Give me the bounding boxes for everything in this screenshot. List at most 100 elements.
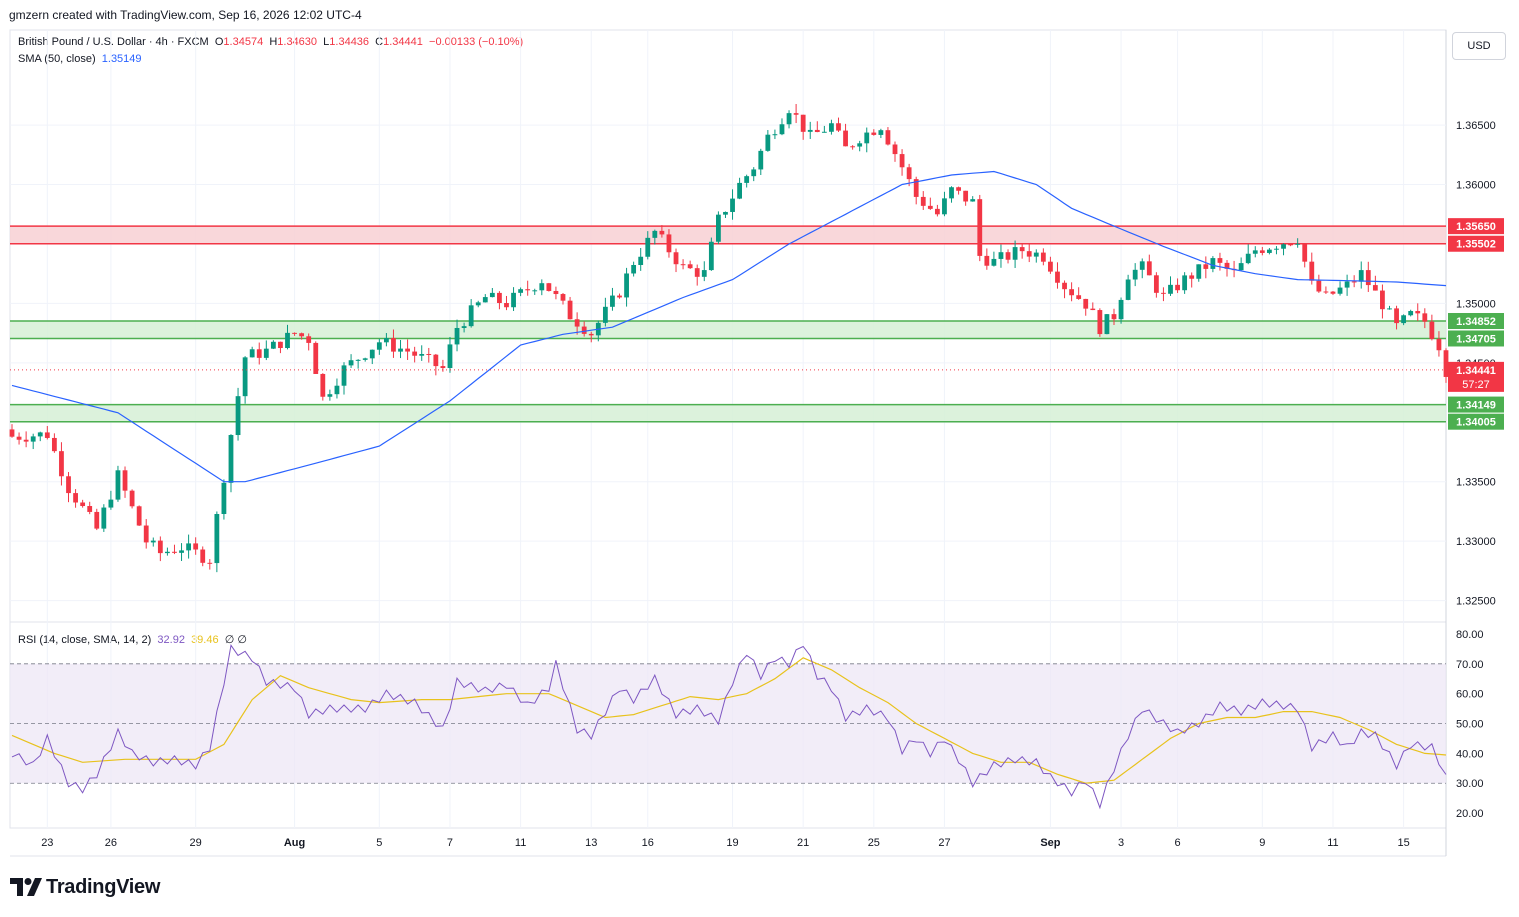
- candle-body: [892, 144, 898, 155]
- time-tick-label: 21: [797, 837, 809, 849]
- candle-body: [1231, 268, 1237, 271]
- candle-body: [638, 256, 644, 266]
- candle-body: [1274, 248, 1279, 250]
- candle-body: [299, 333, 305, 337]
- zone-price-tag: [1448, 396, 1504, 413]
- zone-support: [10, 321, 1446, 339]
- candle-body: [1422, 313, 1428, 322]
- time-tick-label: 3: [1118, 837, 1124, 849]
- candle-body: [730, 198, 735, 212]
- rsi-value: 32.92: [157, 634, 185, 646]
- candle-body: [857, 143, 863, 147]
- candle-body: [645, 237, 651, 257]
- rsi-tick-label: 40.00: [1456, 748, 1484, 760]
- candle-body: [391, 338, 396, 352]
- time-tick-label: Aug: [284, 837, 305, 849]
- candle-body: [1132, 269, 1138, 280]
- candle-body: [440, 366, 446, 369]
- candle-body: [899, 154, 905, 168]
- tradingview-brand[interactable]: TradingView: [10, 875, 160, 899]
- price-pane-frame: [9, 29, 1447, 623]
- candle-body: [405, 348, 410, 352]
- sma-legend[interactable]: SMA (50, close) 1.35149: [18, 53, 142, 65]
- candle-body: [610, 295, 615, 307]
- candle-body: [1358, 270, 1364, 282]
- candle-body: [87, 506, 93, 512]
- candle-body: [595, 322, 601, 336]
- candle-body: [1189, 275, 1195, 279]
- time-tick-label: 23: [41, 837, 53, 849]
- candle-body: [101, 507, 107, 529]
- candle-body: [136, 506, 142, 526]
- candle-body: [468, 305, 474, 327]
- candle-body: [9, 429, 15, 437]
- time-tick-label: 15: [1397, 837, 1409, 849]
- candle-body: [23, 439, 29, 442]
- candle-body: [1040, 252, 1046, 262]
- candle-body: [624, 273, 629, 298]
- candle-body: [906, 167, 912, 180]
- rsi-sma-line: [11, 657, 1447, 784]
- candle-body: [1168, 284, 1173, 294]
- candle-body: [1408, 311, 1414, 316]
- price-tick-label: 1.34000: [1456, 417, 1496, 429]
- candle-body: [821, 131, 827, 133]
- candle-body: [1323, 291, 1329, 293]
- candle-body: [1217, 258, 1223, 263]
- currency-button[interactable]: USD: [1452, 32, 1506, 60]
- candle-body: [1380, 290, 1385, 310]
- candle-body: [115, 470, 121, 500]
- candle-body: [30, 436, 36, 442]
- candle-body: [1196, 264, 1202, 279]
- candle-body: [920, 196, 926, 206]
- close-value: 1.34441: [383, 36, 423, 48]
- candle-body: [1005, 252, 1011, 260]
- candle-body: [433, 354, 439, 367]
- candle-body: [1238, 263, 1244, 271]
- candle-body: [687, 264, 693, 269]
- candle-body: [567, 300, 573, 320]
- candle-body: [1111, 314, 1117, 320]
- candle-body: [1175, 284, 1180, 291]
- candle-body: [1443, 350, 1449, 377]
- candle-body: [94, 511, 100, 529]
- symbol-legend[interactable]: British Pound / U.S. Dollar · 4h · FXCM …: [18, 36, 523, 48]
- candle-body: [1203, 264, 1209, 269]
- candle-body: [1344, 281, 1350, 288]
- candle-body: [977, 199, 983, 256]
- time-tick-label: 27: [938, 837, 950, 849]
- price-tick-label: 1.36000: [1456, 180, 1496, 192]
- candle-body: [1330, 291, 1336, 294]
- candle-body: [369, 349, 375, 359]
- candle-body: [970, 199, 976, 202]
- candle-body: [666, 234, 672, 253]
- rsi-legend[interactable]: RSI (14, close, SMA, 14, 2) 32.92 39.46 …: [18, 633, 247, 646]
- candle-body: [207, 562, 213, 564]
- candle-body: [73, 493, 78, 503]
- candle-body: [1104, 314, 1110, 335]
- price-tick-label: 1.34500: [1456, 358, 1496, 370]
- last-price-tag: [1448, 361, 1504, 392]
- brand-name: TradingView: [46, 875, 161, 898]
- sma-line: [11, 170, 1447, 483]
- candle-body: [1069, 289, 1075, 296]
- candle-body: [772, 134, 778, 136]
- candle-body: [1125, 279, 1131, 300]
- candle-body: [1436, 338, 1442, 351]
- time-tick-label: 25: [868, 837, 880, 849]
- candle-body: [256, 349, 262, 358]
- candle-body: [744, 176, 750, 183]
- candle-body: [1316, 280, 1322, 292]
- candle-body: [504, 303, 509, 308]
- chart-credit: gmzern created with TradingView.com, Sep…: [9, 8, 362, 22]
- symbol-name: British Pound / U.S. Dollar · 4h · FXCM: [18, 36, 209, 48]
- time-tick-label: 13: [585, 837, 597, 849]
- candle-body: [80, 502, 86, 507]
- candle-body: [475, 302, 481, 306]
- rsi-sma-value: 39.46: [191, 634, 219, 646]
- candle-body: [1182, 275, 1188, 291]
- candle-body: [737, 182, 742, 199]
- zone-price-tag: [1448, 413, 1504, 430]
- candle-body: [383, 338, 389, 343]
